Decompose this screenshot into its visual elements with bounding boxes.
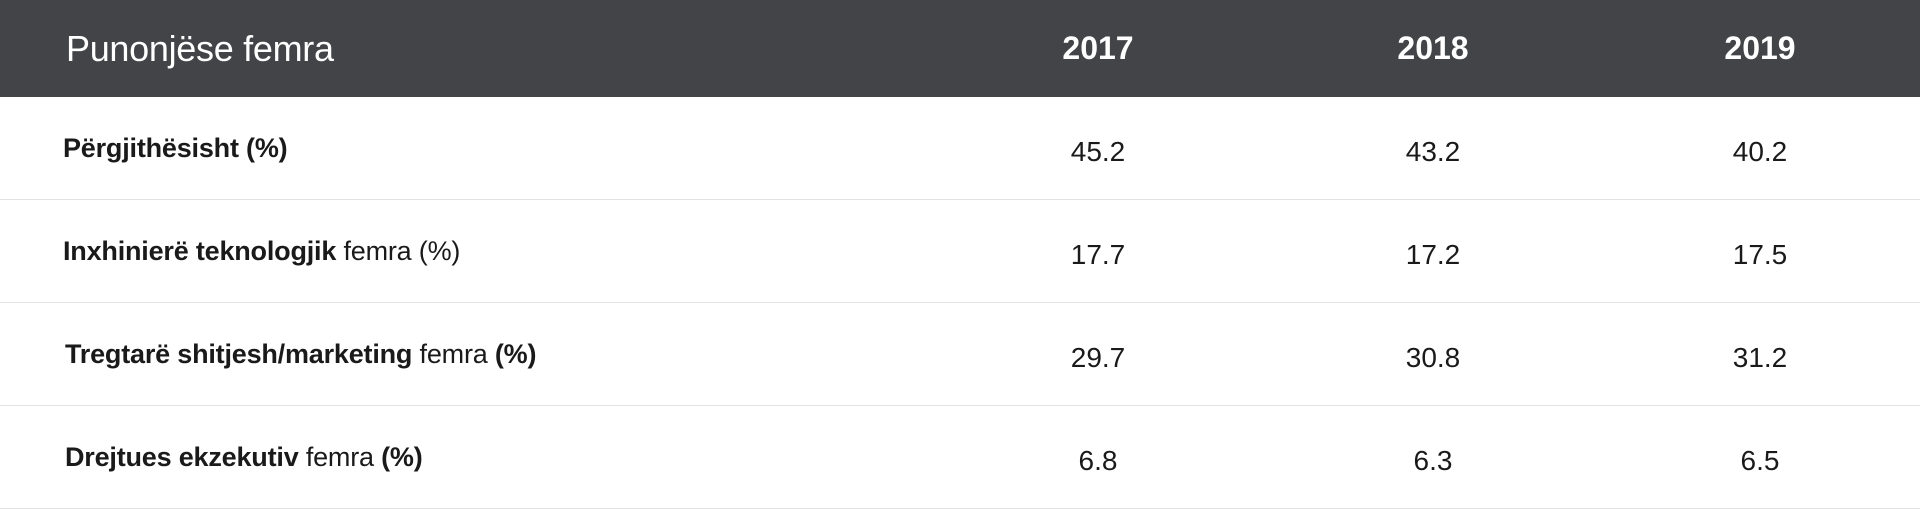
row-label-part: femra (%) — [336, 235, 461, 266]
row-label-part: (%) — [494, 338, 537, 369]
row-label: Përgjithësisht (%) — [0, 133, 930, 164]
header-year-2019: 2019 — [1724, 30, 1796, 66]
value-2018: 6.3 — [1413, 445, 1453, 476]
table-row: Drejtues ekzekutiv femra (%) 6.8 6.3 6.5 — [0, 406, 1920, 509]
value-2018: 17.2 — [1405, 239, 1461, 270]
value-2017: 45.2 — [1070, 136, 1126, 167]
table-row: Përgjithësisht (%) 45.2 43.2 40.2 — [0, 97, 1920, 200]
row-label-part: (%) — [381, 441, 423, 472]
row-label-part: Tregtarë shitjesh/marketing — [65, 338, 413, 369]
table-header-row: Punonjëse femra 2017 2018 2019 — [0, 0, 1920, 97]
value-2018: 43.2 — [1405, 136, 1461, 167]
row-label: Inxhinierë teknologjik femra (%) — [0, 236, 930, 267]
value-2018: 30.8 — [1405, 342, 1461, 373]
header-year-2018: 2018 — [1397, 30, 1469, 66]
row-label: Tregtarë shitjesh/marketing femra (%) — [0, 339, 930, 370]
header-label: Punonjëse femra — [66, 27, 334, 69]
value-2017: 17.7 — [1070, 239, 1126, 270]
table-row: Tregtarë shitjesh/marketing femra (%) 29… — [0, 303, 1920, 406]
value-2019: 6.5 — [1740, 445, 1780, 476]
row-label-part: Drejtues ekzekutiv — [65, 441, 299, 472]
value-2019: 31.2 — [1732, 342, 1788, 373]
row-label-part: Përgjithësisht (%) — [63, 132, 288, 163]
header-year-2017: 2017 — [1062, 30, 1134, 66]
value-2017: 6.8 — [1078, 445, 1118, 476]
value-2017: 29.7 — [1070, 342, 1126, 373]
value-2019: 17.5 — [1732, 239, 1788, 270]
row-label-part: femra — [412, 338, 495, 369]
row-label-part: femra — [298, 441, 382, 472]
table-row: Inxhinierë teknologjik femra (%) 17.7 17… — [0, 200, 1920, 303]
row-label-part: Inxhinierë teknologjik — [63, 235, 337, 266]
value-2019: 40.2 — [1732, 136, 1788, 167]
row-label: Drejtues ekzekutiv femra (%) — [0, 442, 930, 473]
